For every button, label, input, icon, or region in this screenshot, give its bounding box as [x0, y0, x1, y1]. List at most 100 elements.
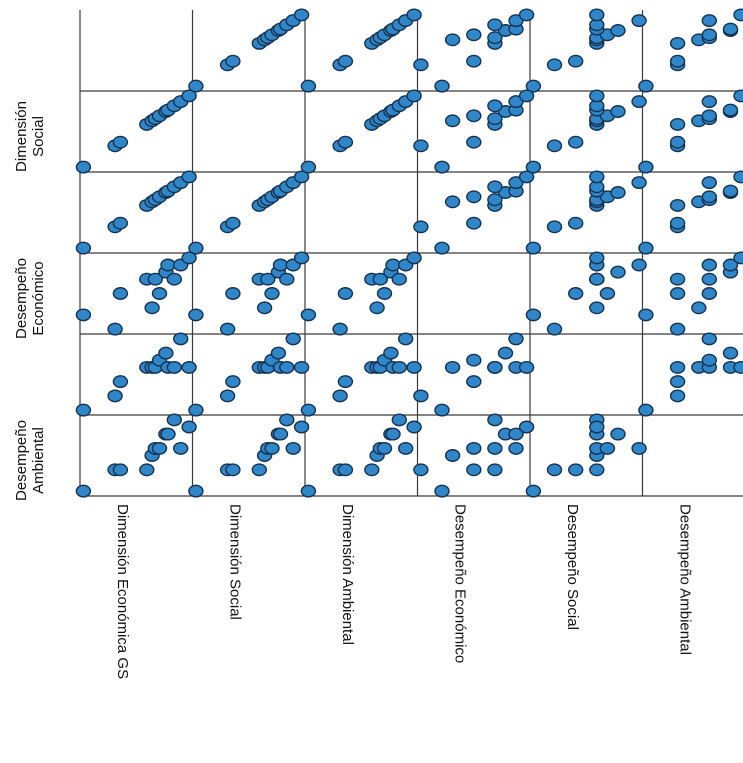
- scatter-point: [181, 170, 197, 184]
- scatter-point: [391, 360, 407, 374]
- scatter-point: [589, 89, 605, 103]
- scatter-point: [733, 89, 743, 103]
- scatter-point: [398, 441, 414, 455]
- scatter-point: [487, 180, 503, 194]
- scatter-point: [466, 375, 482, 389]
- scatter-point: [525, 160, 542, 174]
- scatter-point: [107, 389, 123, 403]
- scatter-point: [160, 427, 176, 441]
- points-layer: [75, 8, 743, 498]
- scatter-point: [293, 420, 310, 434]
- scatter-point: [631, 95, 647, 109]
- scatter-point: [568, 216, 584, 230]
- scatter-point: [444, 33, 461, 47]
- scatter-point: [75, 160, 92, 174]
- scatter-point: [434, 484, 450, 498]
- scatter-point: [434, 79, 450, 93]
- scatter-point: [589, 251, 605, 265]
- scatter-point: [264, 287, 280, 300]
- scatter-point: [285, 441, 301, 455]
- scatter-point: [701, 332, 717, 346]
- scatter-point: [466, 54, 482, 68]
- scatter-point: [112, 375, 129, 389]
- scatter-point: [669, 36, 686, 50]
- scatter-point: [518, 8, 535, 22]
- scatter-point: [293, 251, 310, 265]
- scatter-point: [610, 265, 626, 279]
- scatter-point: [487, 18, 503, 32]
- scatter-point: [75, 403, 92, 417]
- scatter-point: [701, 176, 717, 190]
- scatter-point: [733, 170, 743, 184]
- scatter-point: [568, 54, 584, 68]
- scatter-point: [279, 413, 295, 427]
- scatter-point: [701, 95, 717, 109]
- scatter-point: [181, 89, 197, 103]
- scatter-point: [508, 332, 524, 346]
- scatter-point: [525, 79, 542, 93]
- scatter-point: [444, 114, 461, 128]
- scatter-point: [525, 241, 542, 255]
- scatter-point: [701, 14, 717, 28]
- scatter-point: [733, 251, 743, 265]
- scatter-point: [631, 14, 647, 28]
- scatter-point: [631, 441, 647, 455]
- scatter-point: [181, 360, 197, 374]
- scatter-point: [406, 251, 422, 265]
- scatter-point: [466, 109, 482, 123]
- scatter-point: [466, 463, 482, 477]
- row-label: Ambiental: [30, 427, 47, 494]
- scatter-point: [172, 441, 189, 455]
- scatter-point: [669, 54, 686, 68]
- scatter-point: [638, 160, 654, 174]
- scatter-point: [487, 463, 503, 477]
- scatter-point: [75, 308, 92, 322]
- scatter-point: [391, 272, 407, 286]
- scatter-point: [139, 463, 155, 477]
- scatter-point: [589, 463, 605, 477]
- scatter-point: [391, 413, 407, 427]
- scatter-point: [270, 346, 287, 360]
- scatter-point: [487, 99, 503, 113]
- scatter-point: [406, 360, 422, 374]
- scatter-point: [669, 375, 686, 389]
- scatter-point: [466, 190, 482, 204]
- scatter-point: [525, 484, 542, 498]
- scatter-point: [372, 272, 388, 286]
- scatter-point: [631, 176, 647, 190]
- scatter-point: [568, 287, 584, 300]
- scatter-point: [413, 463, 429, 477]
- scatter-point: [188, 79, 204, 93]
- scatter-point: [337, 375, 354, 389]
- scatter-point: [413, 389, 429, 403]
- scatter-point: [434, 241, 450, 255]
- scatter-point: [434, 160, 450, 174]
- scatter-point: [568, 135, 584, 149]
- scatter-point: [631, 258, 647, 272]
- scatter-point: [112, 287, 129, 300]
- scatter-point: [112, 216, 129, 230]
- scatter-point: [181, 420, 197, 434]
- scatter-point: [487, 441, 503, 455]
- scatter-point: [144, 301, 160, 315]
- scatter-point: [669, 287, 686, 300]
- row-label: Desempeño: [13, 420, 30, 501]
- scatter-point: [669, 322, 686, 336]
- scatter-point: [525, 308, 542, 322]
- scatter-point: [158, 346, 174, 360]
- scatter-point: [151, 441, 168, 455]
- scatter-point: [722, 184, 739, 198]
- scatter-point: [364, 463, 380, 477]
- scatter-point: [219, 322, 236, 336]
- scatter-point: [337, 135, 354, 149]
- scatter-point: [599, 287, 616, 300]
- scatter-point: [293, 8, 310, 22]
- scatter-point: [293, 360, 310, 374]
- scatter-point: [487, 413, 503, 427]
- scatter-point: [638, 403, 654, 417]
- scatter-point: [260, 272, 276, 286]
- scatter-point: [383, 346, 399, 360]
- scatter-point: [466, 28, 482, 42]
